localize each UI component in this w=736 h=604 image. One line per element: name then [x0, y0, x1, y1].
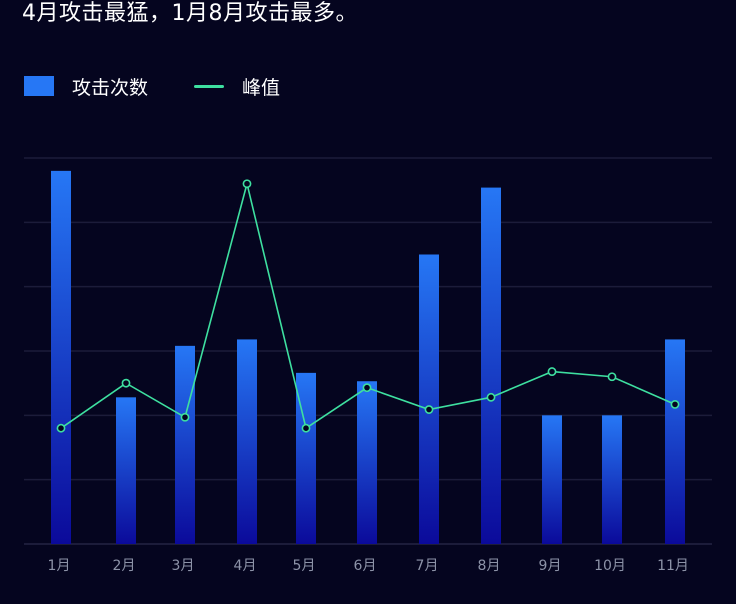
x-tick-label: 1月	[48, 558, 71, 574]
bar-11[interactable]	[665, 339, 685, 544]
x-tick-label: 11月	[657, 558, 689, 574]
bar-3[interactable]	[175, 345, 195, 544]
x-tick-label: 2月	[113, 558, 136, 574]
peak-point-8[interactable]	[486, 392, 496, 402]
x-tick-label: 10月	[594, 558, 626, 574]
bar-4[interactable]	[237, 339, 257, 544]
x-tick-label: 5月	[293, 558, 316, 574]
bar-series	[51, 170, 685, 545]
legend-label-peak: 峰值	[242, 76, 281, 99]
bar-9[interactable]	[542, 415, 562, 544]
peak-point-11[interactable]	[670, 399, 680, 409]
legend-item-peak[interactable]: 峰值	[194, 73, 280, 100]
peak-point-4[interactable]	[242, 179, 252, 189]
bar-2[interactable]	[116, 397, 136, 544]
x-tick-label: 4月	[234, 558, 257, 574]
x-axis-ticks: 1月 2月 3月 4月 5月 6月 7月 8月 9月 10月 11月	[48, 558, 689, 574]
bar-7[interactable]	[419, 254, 439, 545]
peak-point-3[interactable]	[180, 412, 190, 422]
line-series	[56, 179, 680, 433]
chart-headline: 4月攻击最猛，1月8月攻击最多。	[22, 1, 358, 26]
x-tick-label: 7月	[416, 558, 439, 574]
bar-5[interactable]	[296, 372, 316, 544]
peak-point-6[interactable]	[362, 383, 372, 393]
bar-10[interactable]	[602, 415, 622, 544]
x-tick-label: 6月	[354, 558, 377, 574]
x-tick-label: 3月	[172, 558, 195, 574]
peak-point-10[interactable]	[607, 372, 617, 382]
legend-item-attack-count[interactable]: 攻击次数	[24, 73, 148, 100]
peak-point-2[interactable]	[121, 378, 131, 388]
bar-1[interactable]	[51, 170, 71, 544]
peak-point-5[interactable]	[301, 423, 311, 433]
peak-point-9[interactable]	[547, 367, 557, 376]
bar-8[interactable]	[481, 187, 501, 545]
legend-swatch-bar	[24, 76, 54, 96]
bar-6[interactable]	[357, 381, 377, 544]
chart-legend: 攻击次数 峰值	[24, 70, 326, 102]
legend-swatch-line	[194, 84, 225, 88]
legend-label-attack-count: 攻击次数	[72, 76, 149, 99]
peak-point-7[interactable]	[424, 405, 434, 414]
x-tick-label: 9月	[539, 558, 562, 574]
peak-point-1[interactable]	[56, 423, 66, 433]
x-tick-label: 8月	[478, 558, 501, 574]
